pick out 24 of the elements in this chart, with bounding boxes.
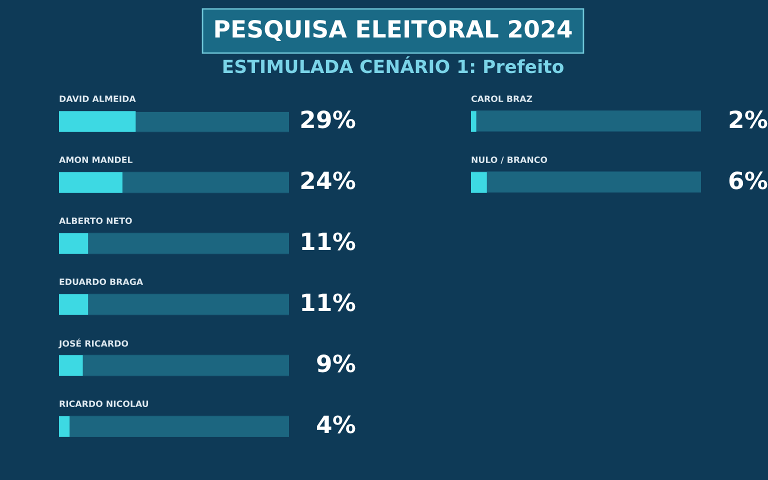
bar: [59, 355, 83, 376]
data-label: 11%: [302, 232, 356, 250]
y-tick-label: EDUARDO BRAGA: [60, 278, 144, 286]
bar: [59, 172, 122, 193]
data-label: 9%: [317, 354, 356, 372]
data-label: 4%: [316, 415, 356, 434]
data-label: 2%: [730, 110, 768, 128]
data-label: 29%: [301, 110, 356, 128]
y-tick-label: ALBERTO NETO: [59, 218, 132, 224]
bar: [59, 111, 136, 132]
text: ESTIMULADA CENÁRIO 1: Prefeito: [223, 56, 564, 74]
y-tick-label: CAROL BRAZ: [471, 96, 532, 102]
data-label: 24%: [301, 171, 356, 190]
data-label: 11%: [302, 293, 356, 312]
bar: [59, 294, 88, 315]
text: PESQUISA ELEITORAL 2024: [215, 20, 572, 41]
bar: [59, 233, 88, 254]
data-label: 6%: [729, 171, 768, 190]
y-tick-label: JOSÉ RICARDO: [58, 338, 128, 348]
y-tick-label: RICARDO NICOLAU: [60, 400, 148, 408]
bar: [59, 416, 70, 437]
y-tick-label: NULO / BRANCO: [472, 156, 548, 164]
y-tick-label: DAVID ALMEIDA: [60, 96, 136, 102]
y-tick-label: AMON MANDEL: [59, 156, 132, 164]
